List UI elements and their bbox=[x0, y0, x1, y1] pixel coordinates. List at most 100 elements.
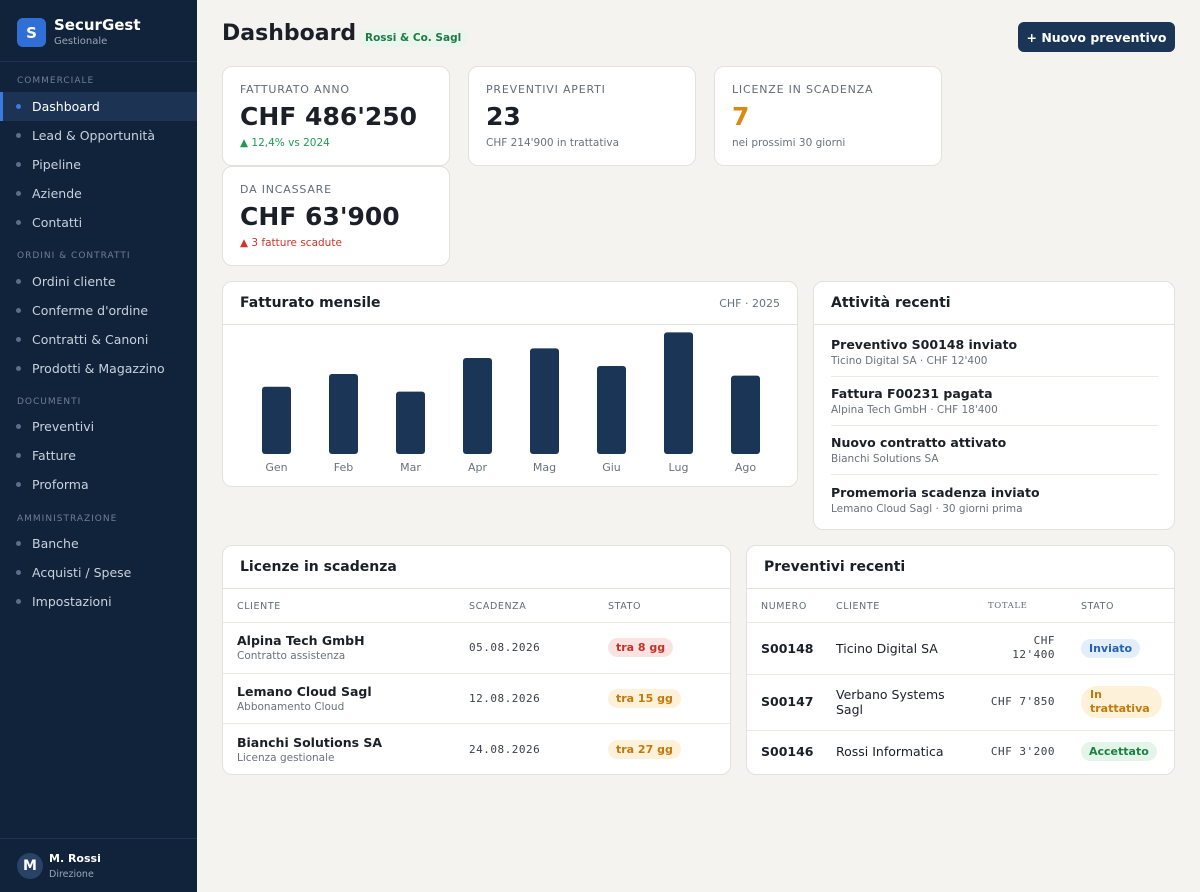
sidebar-item-banche[interactable]: Banche bbox=[0, 529, 197, 558]
sidebar-item-conferme-ordine[interactable]: Conferme d'ordine bbox=[0, 296, 197, 325]
chart-bar-mar[interactable] bbox=[396, 391, 425, 454]
expiring-licenses-panel: Licenze in scadenza CLIENTE SCADENZA STA… bbox=[222, 545, 731, 775]
recent-activity-panel: Attività recenti Preventivo S00148 invia… bbox=[813, 281, 1175, 530]
sidebar-item-label: Fatture bbox=[32, 448, 76, 463]
bullet-icon bbox=[16, 424, 21, 429]
sidebar-item-ordini-cliente[interactable]: Ordini cliente bbox=[0, 267, 197, 296]
kpi-card-revenue[interactable]: FATTURATO ANNO CHF 486'250 ▲ 12,4% vs 20… bbox=[222, 66, 450, 166]
panel-title: Licenze in scadenza bbox=[240, 559, 397, 575]
chart-bar-giu[interactable] bbox=[597, 366, 626, 454]
divider bbox=[223, 673, 730, 674]
sidebar-item-label: Conferme d'ordine bbox=[32, 303, 149, 318]
app-subtitle: Gestionale bbox=[54, 36, 108, 47]
quote-number: S00147 bbox=[761, 694, 814, 709]
kpi-value: 23 bbox=[486, 102, 521, 131]
kpi-label: FATTURATO ANNO bbox=[240, 83, 350, 96]
activity-item[interactable]: Nuovo contratto attivato Bianchi Solutio… bbox=[831, 435, 1158, 465]
chart-bar-lug[interactable] bbox=[664, 332, 693, 454]
section-title-commerciale: COMMERCIALE bbox=[17, 76, 95, 86]
x-tick-label: Apr bbox=[468, 461, 488, 474]
chart-bar-gen[interactable] bbox=[262, 386, 291, 454]
kpi-value: CHF 63'900 bbox=[240, 202, 400, 231]
bullet-icon bbox=[16, 541, 21, 546]
brand[interactable]: S SecurGest Gestionale bbox=[17, 17, 141, 48]
client-cell: Alpina Tech GmbH Contratto assistenza bbox=[237, 633, 365, 662]
client-name: Rossi Informatica bbox=[836, 744, 944, 759]
panel-meta: CHF · 2025 bbox=[719, 296, 780, 310]
sidebar-item-pipeline[interactable]: Pipeline bbox=[0, 150, 197, 179]
client-name: Verbano Systems Sagl bbox=[836, 687, 945, 717]
sidebar-item-preventivi[interactable]: Preventivi bbox=[0, 412, 197, 441]
bullet-icon bbox=[16, 570, 21, 575]
panel-header: Fatturato mensile CHF · 2025 bbox=[223, 282, 797, 325]
kpi-label: PREVENTIVI APERTI bbox=[486, 83, 606, 96]
status-badge: Accettato bbox=[1081, 742, 1157, 761]
status-badge: Inviato bbox=[1081, 639, 1141, 658]
column-header-stato[interactable]: STATO bbox=[608, 601, 642, 612]
sidebar-item-proforma[interactable]: Proforma bbox=[0, 470, 197, 499]
sidebar-item-label: Banche bbox=[32, 536, 79, 551]
sidebar-item-contatti[interactable]: Contatti bbox=[0, 208, 197, 237]
bullet-icon bbox=[16, 337, 21, 342]
column-header-scadenza[interactable]: SCADENZA bbox=[469, 601, 527, 612]
activity-detail: Lemano Cloud Sagl · 30 giorni prima bbox=[831, 503, 1023, 515]
sidebar-item-label: Preventivi bbox=[32, 419, 95, 434]
divider bbox=[831, 425, 1158, 426]
activity-detail: Bianchi Solutions SA bbox=[831, 453, 939, 465]
sidebar-item-label: Ordini cliente bbox=[32, 274, 116, 289]
kpi-card-expiring-licenses[interactable]: LICENZE IN SCADENZA 7 nei prossimi 30 gi… bbox=[714, 66, 942, 166]
sidebar-divider bbox=[0, 61, 197, 62]
kpi-value: 7 bbox=[732, 102, 750, 131]
sidebar-item-aziende[interactable]: Aziende bbox=[0, 179, 197, 208]
bullet-icon bbox=[16, 599, 21, 604]
panel-title: Preventivi recenti bbox=[764, 559, 906, 575]
bullet-icon bbox=[16, 220, 21, 225]
client-cell: Lemano Cloud Sagl Abbonamento Cloud bbox=[237, 684, 372, 713]
client-cell: Bianchi Solutions SA Licenza gestionale bbox=[237, 735, 382, 764]
activity-item[interactable]: Fattura F00231 pagata Alpina Tech GmbH ·… bbox=[831, 386, 1158, 416]
chart-bar-ago[interactable] bbox=[731, 375, 760, 454]
sidebar-item-dashboard[interactable]: Dashboard bbox=[0, 92, 197, 121]
company-badge: Rossi & Co. Sagl bbox=[358, 29, 469, 47]
chart-bar-apr[interactable] bbox=[463, 358, 492, 454]
sidebar-item-prodotti-magazzino[interactable]: Prodotti & Magazzino bbox=[0, 354, 197, 383]
sidebar-item-label: Contratti & Canoni bbox=[32, 332, 149, 347]
column-header-cliente[interactable]: CLIENTE bbox=[836, 601, 880, 612]
sidebar-item-lead-opportunita[interactable]: Lead & Opportunità bbox=[0, 121, 197, 150]
sidebar-item-label: Aziende bbox=[32, 186, 82, 201]
column-header-cliente[interactable]: CLIENTE bbox=[237, 601, 281, 612]
sidebar-item-fatture[interactable]: Fatture bbox=[0, 441, 197, 470]
activity-item[interactable]: Preventivo S00148 inviato Ticino Digital… bbox=[831, 337, 1158, 367]
sidebar-item-label: Lead & Opportunità bbox=[32, 128, 155, 143]
app-name: SecurGest bbox=[54, 16, 141, 34]
kpi-card-open-quotes[interactable]: PREVENTIVI APERTI 23 CHF 214'900 in trat… bbox=[468, 66, 696, 166]
client-name: Alpina Tech GmbH bbox=[237, 633, 365, 648]
activity-detail: Alpina Tech GmbH · CHF 18'400 bbox=[831, 404, 998, 416]
bullet-icon bbox=[16, 191, 21, 196]
column-header-stato[interactable]: STATO bbox=[1081, 601, 1115, 612]
sidebar-item-acquisti-spese[interactable]: Acquisti / Spese bbox=[0, 558, 197, 587]
chart-bar-feb[interactable] bbox=[329, 374, 358, 454]
panel-header: Licenze in scadenza bbox=[223, 546, 730, 589]
column-header-numero[interactable]: NUMERO bbox=[761, 601, 807, 612]
new-quote-button[interactable]: + Nuovo preventivo bbox=[1018, 22, 1175, 52]
client-name: Bianchi Solutions SA bbox=[237, 735, 383, 750]
revenue-bar-chart: Gen Feb Mar Apr Mag Giu Lug Ago bbox=[262, 332, 760, 474]
sidebar-item-contratti-canoni[interactable]: Contratti & Canoni bbox=[0, 325, 197, 354]
bullet-icon bbox=[16, 366, 21, 371]
sidebar-item-label: Prodotti & Magazzino bbox=[32, 361, 165, 376]
activity-item[interactable]: Promemoria scadenza inviato Lemano Cloud… bbox=[831, 485, 1158, 515]
sidebar-item-impostazioni[interactable]: Impostazioni bbox=[0, 587, 197, 616]
panel-header: Preventivi recenti bbox=[747, 546, 1174, 589]
status-badge: In trattativa bbox=[1081, 686, 1162, 718]
kpi-value: CHF 486'250 bbox=[240, 102, 418, 131]
recent-quotes-panel: Preventivi recenti NUMERO CLIENTE TOTALE… bbox=[746, 545, 1175, 775]
kpi-card-receivables[interactable]: DA INCASSARE CHF 63'900 ▲ 3 fatture scad… bbox=[222, 166, 450, 266]
divider bbox=[831, 376, 1158, 377]
product-name: Contratto assistenza bbox=[237, 650, 346, 662]
user-profile[interactable]: M M. Rossi Direzione bbox=[0, 838, 197, 892]
column-header-totale[interactable]: TOTALE bbox=[988, 601, 1028, 611]
app-logo: S bbox=[17, 18, 46, 47]
divider bbox=[747, 674, 1174, 675]
chart-bar-mag[interactable] bbox=[530, 348, 559, 454]
